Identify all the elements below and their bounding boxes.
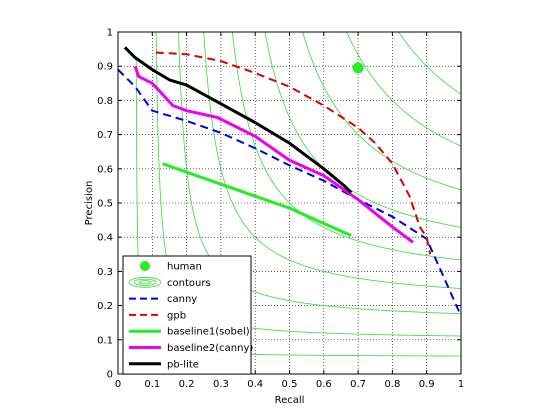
human-point (352, 62, 364, 74)
x-tick-label: 0.5 (282, 379, 298, 390)
y-tick-label: 0.9 (97, 62, 113, 73)
legend-label: human (167, 262, 202, 273)
y-tick-label: 0.3 (97, 267, 113, 278)
f-contour-line (203, 32, 461, 289)
legend-label: contours (167, 278, 211, 289)
y-axis-label: Precision (84, 181, 95, 226)
x-tick-label: 0.3 (213, 379, 229, 390)
human-marker-layer (352, 62, 364, 74)
legend-human-marker (140, 261, 150, 271)
series-line-baseline1-sobel- (162, 162, 352, 237)
legend-label: baseline1(sobel) (167, 327, 250, 338)
x-tick-label: 0.7 (350, 379, 366, 390)
legend-contour-marker (133, 278, 157, 286)
f-contour-line (231, 32, 461, 261)
x-tick-label: 0 (115, 379, 121, 390)
legend-contour-marker (138, 280, 152, 285)
f-contour-line (302, 32, 461, 191)
f-contour-line (398, 32, 461, 95)
legend-entry: human (140, 261, 202, 273)
legend-entry: canny (129, 294, 197, 305)
x-tick-label: 0.8 (384, 379, 400, 390)
legend-entry: contours (128, 276, 211, 289)
y-tick-label: 0 (107, 370, 113, 381)
legend-label: canny (167, 294, 197, 305)
series-line-canny (118, 68, 461, 317)
legend-label: pb-lite (167, 359, 199, 370)
y-tick-label: 0.1 (97, 335, 113, 346)
legend-entry: gpb (129, 310, 186, 321)
legend-contour-marker (128, 276, 162, 288)
series-line-pb-lite (123, 46, 353, 194)
axis-ticks: 0 0.1 0.2 0.3 0.4 0.5 0.6 0.7 0.8 0.9 1 0 0.1 0.2 0.3 0… (97, 28, 464, 391)
legend-label: gpb (167, 310, 186, 321)
y-tick-label: 1 (107, 28, 113, 39)
f-contour-line (264, 32, 461, 228)
x-tick-label: 0.4 (247, 379, 263, 390)
x-tick-label: 0.2 (179, 379, 195, 390)
series-lines (118, 46, 461, 317)
y-tick-label: 0.4 (97, 233, 113, 244)
y-tick-label: 0.6 (97, 164, 113, 175)
y-tick-label: 0.7 (97, 130, 113, 141)
y-tick-label: 0.2 (97, 301, 113, 312)
f-contour-line (346, 32, 461, 147)
y-tick-label: 0.8 (97, 96, 113, 107)
legend-label: baseline2(canny) (167, 343, 253, 354)
legend-entry: baseline2(canny) (129, 343, 253, 354)
legend-entry: baseline1(sobel) (129, 327, 250, 338)
x-tick-label: 0.1 (144, 379, 160, 390)
legend-entry: pb-lite (129, 359, 199, 370)
x-tick-label: 0.6 (316, 379, 332, 390)
x-tick-label: 1 (458, 379, 464, 390)
legend: human contours canny gpb baseline1(sobel) bas… (122, 255, 253, 375)
y-tick-label: 0.5 (97, 199, 113, 210)
x-axis-label: Recall (275, 395, 305, 406)
series-line-baseline2-canny- (133, 65, 414, 244)
x-tick-label: 0.9 (419, 379, 435, 390)
series-line-gpb (155, 51, 432, 255)
